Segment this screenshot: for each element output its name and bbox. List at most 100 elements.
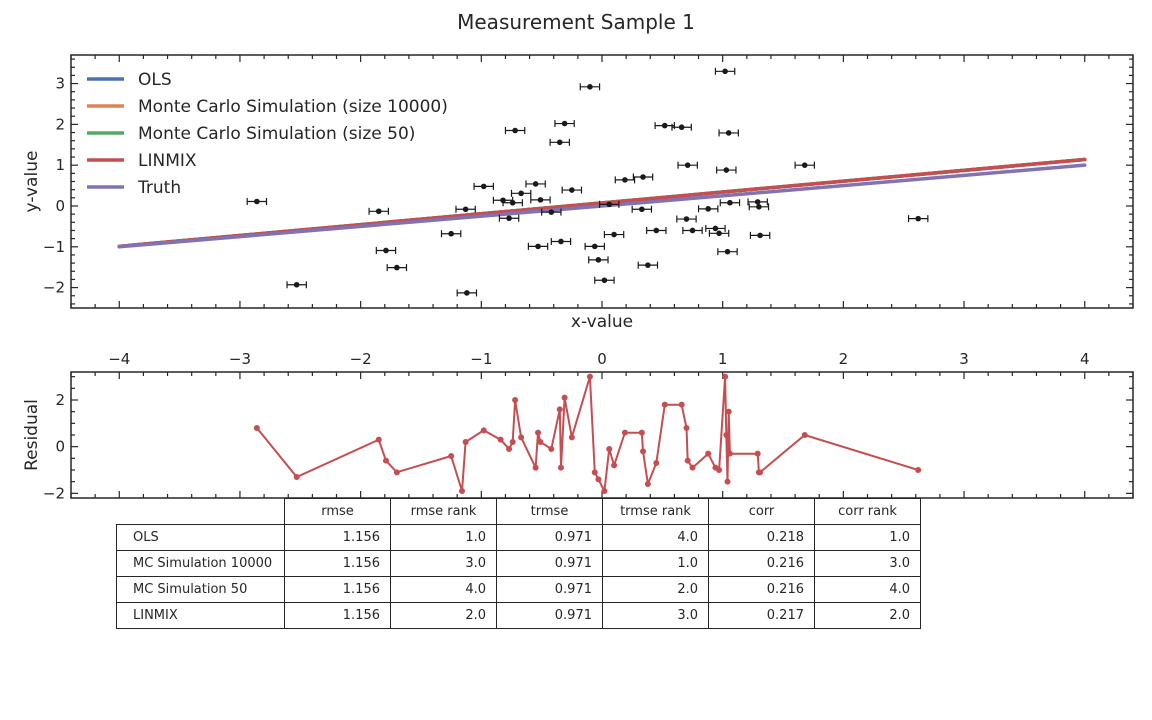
- chart-title: Measurement Sample 1: [457, 10, 695, 34]
- data-marker: [601, 277, 608, 284]
- data-marker: [480, 183, 487, 190]
- data-point: [455, 205, 476, 213]
- residual-marker: [661, 401, 668, 408]
- data-marker: [684, 162, 691, 168]
- table-cell: 1.0: [390, 524, 497, 551]
- legend-label: Monte Carlo Simulation (size 50): [138, 124, 415, 144]
- data-point: [246, 197, 268, 205]
- y-tick-label: 1: [55, 156, 65, 174]
- data-marker: [462, 206, 469, 213]
- table-cell: 2.0: [814, 602, 921, 629]
- legend-item: Monte Carlo Simulation (size 50): [87, 124, 415, 144]
- residual-marker: [801, 432, 808, 438]
- series-line: [117, 163, 1087, 249]
- data-point: [718, 129, 739, 137]
- residual-marker: [638, 429, 645, 436]
- data-point: [676, 215, 697, 223]
- table-cell: 0.971: [496, 576, 603, 603]
- data-point: [717, 248, 738, 256]
- data-point: [603, 231, 625, 239]
- residual-marker: [382, 457, 389, 464]
- residual-marker: [595, 476, 602, 483]
- data-point: [525, 180, 546, 188]
- data-marker: [716, 230, 722, 237]
- data-marker: [518, 190, 524, 197]
- residual-marker: [640, 448, 647, 455]
- residual-marker: [253, 425, 260, 431]
- residual-marker: [375, 436, 382, 443]
- data-marker: [512, 127, 518, 134]
- data-point: [654, 122, 676, 130]
- main-scatter-plot: −2 −1 0 1 2 3 x-value y-value OLS Monte Carlo Sim…: [22, 54, 1134, 332]
- data-point: [504, 126, 526, 134]
- data-point: [907, 215, 929, 223]
- residual-marker: [591, 469, 598, 476]
- residual-marker: [684, 457, 691, 464]
- data-marker: [645, 262, 651, 268]
- data-point: [716, 166, 737, 174]
- data-marker: [537, 197, 544, 203]
- residual-marker: [611, 462, 618, 469]
- residual-marker: [586, 373, 593, 380]
- data-point: [594, 276, 615, 284]
- residual-marker: [557, 464, 564, 471]
- table-cell: 4.0: [602, 524, 709, 551]
- data-point: [386, 264, 408, 272]
- data-marker: [757, 232, 763, 239]
- data-point: [631, 205, 653, 213]
- y-tick-label: −2: [43, 484, 65, 502]
- residual-marker: [705, 450, 712, 457]
- residual-marker: [506, 446, 513, 452]
- residual-marker: [548, 446, 555, 452]
- data-marker: [723, 167, 730, 173]
- data-marker: [727, 199, 733, 206]
- y-tick-label: 0: [55, 197, 65, 215]
- residual-marker: [716, 467, 723, 473]
- data-point: [697, 205, 719, 213]
- x-tick-label: −3: [229, 350, 251, 368]
- data-point: [614, 176, 636, 184]
- data-marker: [754, 199, 761, 205]
- x-tick-label: 0: [597, 350, 607, 368]
- data-point: [677, 161, 698, 169]
- data-marker: [724, 248, 731, 255]
- data-marker: [606, 201, 613, 208]
- table-cell: 0.971: [496, 524, 603, 551]
- data-marker: [448, 230, 454, 237]
- data-marker: [622, 177, 628, 183]
- x-tick-label: 1: [718, 350, 728, 368]
- data-point: [368, 207, 389, 215]
- table-cell: 3.0: [602, 602, 709, 629]
- data-point: [671, 123, 692, 131]
- column-header: rmse rank: [390, 498, 497, 525]
- residual-marker: [561, 394, 568, 401]
- data-marker: [375, 208, 382, 215]
- residual-marker: [653, 460, 660, 466]
- table-row: OLS 1.156 1.0 0.971 4.0 0.218 1.0: [116, 524, 921, 551]
- table-cell: 3.0: [390, 550, 497, 577]
- x-axis-label: x-value: [571, 312, 633, 332]
- column-header: rmse: [284, 498, 391, 525]
- y-axis-label: Residual: [22, 399, 42, 471]
- residual-marker: [915, 467, 922, 473]
- y-tick-label: 0: [55, 438, 65, 456]
- legend-item: Truth: [87, 178, 181, 198]
- residual-marker: [448, 453, 455, 459]
- table-cell: 0.218: [708, 524, 815, 551]
- residual-marker: [689, 464, 696, 471]
- legend-item: OLS: [87, 70, 172, 90]
- legend-label: Truth: [137, 178, 181, 198]
- data-marker: [509, 199, 516, 206]
- row-label: OLS: [116, 524, 285, 551]
- residual-marker: [293, 474, 300, 480]
- data-marker: [383, 247, 389, 254]
- legend: OLS Monte Carlo Simulation (size 10000) Mo…: [87, 70, 448, 198]
- residual-marker: [532, 464, 539, 471]
- data-point: [598, 200, 620, 208]
- column-header: trmse rank: [602, 498, 709, 525]
- residual-plot: −2 0 2 −4 −3 −2 −1 0 1 2 3 4 Residual: [22, 350, 1134, 502]
- legend-label: OLS: [138, 70, 172, 90]
- residual-marker: [725, 408, 732, 415]
- table-cell: 1.156: [284, 550, 391, 577]
- data-marker: [653, 227, 660, 234]
